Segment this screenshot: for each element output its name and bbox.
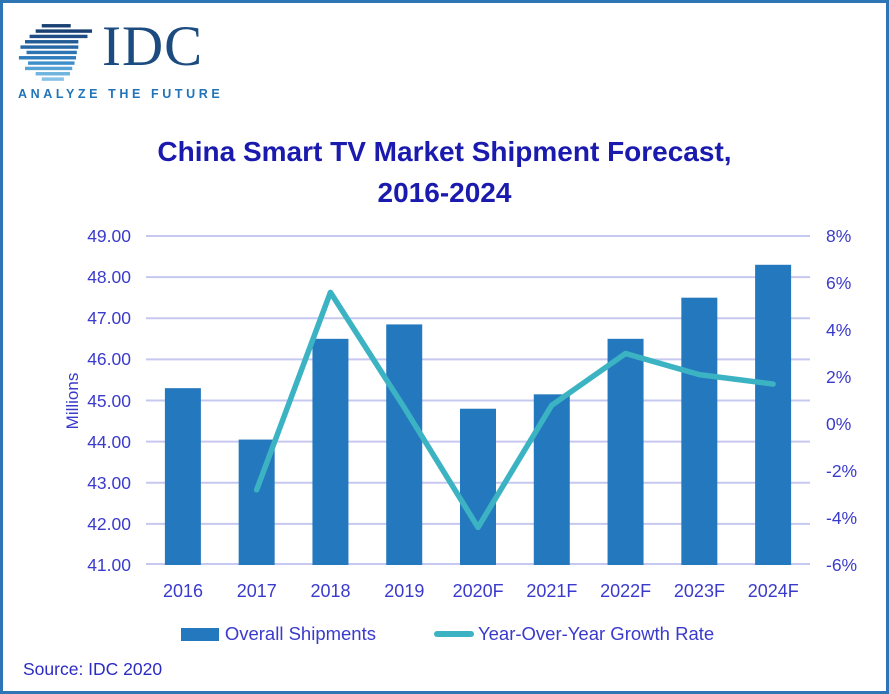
chart-title: China Smart TV Market Shipment Forecast,…	[3, 131, 886, 213]
bar-2019	[386, 324, 423, 565]
legend-item: Year-Over-Year Growth Rate	[434, 623, 714, 645]
left-tick-label: 44.00	[87, 431, 131, 452]
x-axis-label-2020F: 2020F	[452, 581, 504, 601]
x-axis-label-2019: 2019	[384, 581, 425, 601]
left-tick-label: 46.00	[87, 349, 131, 370]
chart-title-line2: 2016-2024	[377, 177, 512, 208]
x-axis-label-2022F: 2022F	[600, 581, 652, 601]
bar-2021F	[533, 394, 570, 565]
right-tick-label: 2%	[826, 367, 852, 387]
right-tick-label: -4%	[826, 508, 858, 528]
x-axis-label-2016: 2016	[162, 581, 204, 601]
right-tick-label: 6%	[826, 273, 852, 293]
right-tick-label: 8%	[826, 226, 852, 246]
x-axis-label-2023F: 2023F	[673, 581, 725, 601]
x-axis-label-2024F: 2024F	[747, 581, 799, 601]
x-axis-label-2021F: 2021F	[526, 581, 578, 601]
legend-bar-swatch-icon	[180, 627, 219, 641]
left-tick-label: 49.00	[87, 226, 131, 246]
legend-item: Overall Shipments	[180, 623, 376, 645]
x-axis-label-2018: 2018	[310, 581, 351, 601]
bar-2022F	[607, 338, 644, 565]
right-tick-label: -2%	[826, 461, 858, 481]
idc-globe-icon	[18, 24, 93, 81]
bar-2020F	[460, 408, 496, 565]
idc-brand-text: IDC	[102, 15, 204, 78]
right-tick-label: 4%	[826, 320, 852, 340]
x-axis-label-2017: 2017	[236, 581, 277, 601]
idc-tagline: ANALYZE THE FUTURE	[18, 87, 224, 101]
bar-2023F	[681, 297, 718, 565]
left-tick-label: 45.00	[87, 390, 131, 411]
legend-line-swatch-icon	[434, 631, 474, 637]
left-tick-label: 41.00	[87, 555, 131, 575]
right-tick-label: 0%	[826, 414, 852, 434]
growth-rate-line	[253, 289, 776, 531]
bar-2018	[312, 338, 349, 565]
bar-2024F	[755, 264, 792, 565]
legend-label: Year-Over-Year Growth Rate	[478, 623, 715, 644]
chart-area: Millions 49.00 48.00 47.00 46.00 45.00 44.00 4…	[3, 3, 886, 691]
idc-logo: IDC ANALYZE THE FUTURE	[18, 17, 238, 102]
bar-2016	[164, 388, 201, 565]
right-tick-label: -6%	[826, 555, 858, 575]
left-tick-label: 47.00	[87, 308, 131, 329]
legend-label: Overall Shipments	[224, 623, 376, 644]
plot-area	[146, 235, 810, 565]
left-tick-label: 42.00	[87, 513, 131, 534]
chart-legend: Overall Shipments Year-Over-Year Growth R…	[3, 623, 886, 645]
left-tick-label: 43.00	[87, 472, 131, 493]
source-note: Source: IDC 2020	[23, 659, 163, 679]
left-tick-label: 48.00	[87, 267, 131, 288]
chart-title-line1: China Smart TV Market Shipment Forecast,	[157, 136, 732, 167]
